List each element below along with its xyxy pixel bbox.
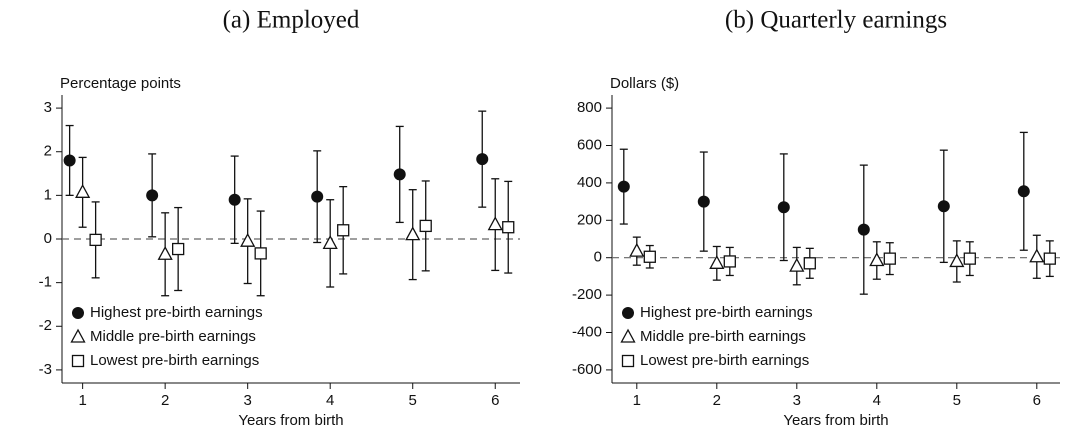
panel-title: (a) Employed [223,7,360,34]
point [337,224,350,237]
y-tick-label: -1 [39,274,52,291]
point [857,223,870,236]
y-tick-label: 200 [577,211,602,228]
panel-title: (b) Quarterly earnings [725,7,947,34]
point [723,255,736,268]
point [502,221,515,234]
point [869,252,885,267]
point [476,153,489,166]
x-tick-label: 2 [713,392,721,409]
point [419,219,432,233]
legend-marker [621,354,635,368]
x-tick-label: 5 [409,392,417,409]
x-axis-label: Years from birth [783,412,888,429]
point [883,252,896,265]
legend-marker [70,328,86,343]
y-axis-label: Dollars ($) [610,75,679,92]
legend-label: Middle pre-birth earnings [640,328,806,345]
y-tick-label: 0 [594,249,602,266]
y-tick-label: 800 [577,99,602,116]
point [393,168,406,181]
point [1029,248,1045,263]
legend-marker [620,328,636,343]
y-tick-label: 400 [577,174,602,191]
y-axis-label: Percentage points [60,75,181,92]
point [803,257,816,270]
point [228,193,241,206]
point [937,200,950,213]
y-tick-label: -400 [572,323,602,340]
point [643,250,656,263]
point [240,232,256,247]
point [75,183,91,198]
x-tick-label: 1 [78,392,86,409]
y-tick-label: 0 [44,230,52,247]
point [311,190,324,203]
y-tick-label: -200 [572,286,602,303]
x-tick-label: 3 [244,392,252,409]
y-tick-label: 3 [44,99,52,116]
point [146,189,159,202]
point [172,242,185,256]
y-tick-label: 600 [577,136,602,153]
point [322,234,338,250]
x-tick-label: 6 [491,392,499,409]
x-tick-label: 1 [633,392,641,409]
x-tick-label: 6 [1033,392,1041,409]
y-tick-label: 2 [44,143,52,160]
legend-label: Highest pre-birth earnings [90,304,263,321]
y-tick-label: -600 [572,361,602,378]
point [157,245,173,260]
point [405,226,421,241]
point [963,252,976,265]
legend-label: Lowest pre-birth earnings [640,352,809,369]
point [777,201,790,214]
legend-marker [622,307,634,319]
x-tick-label: 3 [793,392,801,409]
point [89,233,102,247]
x-tick-label: 4 [873,392,881,409]
point [1043,252,1056,265]
point [254,247,267,260]
point [709,254,725,269]
point [617,180,630,193]
legend-label: Highest pre-birth earnings [640,304,813,321]
point [949,253,965,268]
point [487,216,503,231]
point [629,242,645,257]
legend-label: Lowest pre-birth earnings [90,352,259,369]
legend-label: Middle pre-birth earnings [90,328,256,345]
y-tick-label: 1 [44,186,52,203]
y-tick-label: -2 [39,317,52,334]
point [697,195,710,208]
point [63,154,76,167]
legend-marker [72,307,84,319]
y-tick-label: -3 [39,361,52,378]
legend-marker [71,354,85,368]
x-tick-label: 5 [953,392,961,409]
x-axis-label: Years from birth [238,412,343,429]
x-tick-label: 2 [161,392,169,409]
x-tick-label: 4 [326,392,334,409]
point [1017,185,1030,198]
point [789,257,805,272]
